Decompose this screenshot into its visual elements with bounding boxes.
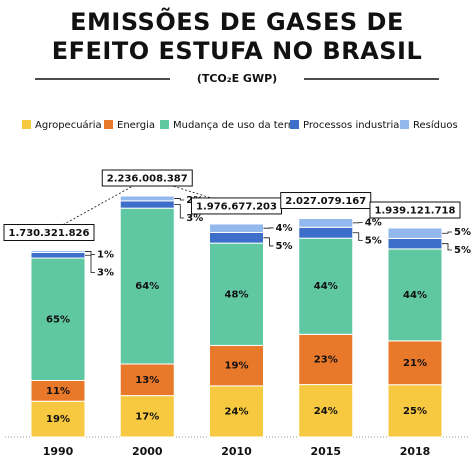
label-leader [263, 237, 274, 247]
legend-label: Resíduos [413, 119, 458, 131]
label-leader [352, 232, 363, 241]
bar-segment [387, 248, 443, 342]
legend-label: Energia [117, 120, 155, 131]
segment-label: 5% [365, 236, 382, 247]
label-leader [442, 231, 452, 234]
segment-label: 64% [135, 281, 159, 292]
legend-label: Mudança de uso da terra [173, 120, 298, 131]
bar-segment [30, 250, 86, 253]
segment-label: 5% [454, 245, 471, 256]
segment-label: 4% [365, 218, 382, 229]
bar-segment [298, 218, 354, 228]
segment-label: 25% [403, 406, 427, 417]
bar-segment [119, 200, 175, 209]
label-leader [442, 243, 452, 251]
bar-segment [119, 207, 175, 365]
total-label: 1.939.121.718 [375, 205, 456, 216]
legend-swatch [290, 120, 299, 129]
bar-segment [387, 384, 443, 438]
segment-label: 17% [135, 411, 159, 422]
label-leader [85, 251, 95, 255]
bar-segment [298, 384, 354, 438]
bar-segment [387, 237, 443, 250]
bar-segment [298, 333, 354, 386]
legend-swatch [22, 120, 31, 129]
total-label: 2.027.079.167 [285, 196, 366, 207]
legend-label: Processos industriais [303, 120, 407, 131]
bar-segment [30, 251, 86, 259]
bar-segment [298, 237, 354, 335]
subtitle: (TCO₂E GWP) [197, 72, 277, 85]
segment-label: 19% [225, 361, 249, 372]
bar-segment [387, 227, 443, 239]
segment-label: 24% [225, 406, 249, 417]
bar-segment [209, 344, 264, 387]
segment-label: 11% [46, 386, 70, 397]
x-tick-label: 2010 [221, 445, 252, 458]
segment-label: 3% [186, 213, 203, 224]
total-box [101, 169, 193, 187]
bar-segment [209, 385, 264, 438]
bar-segment [30, 257, 86, 381]
segment-label: 44% [403, 290, 427, 301]
segment-label: 3% [97, 268, 114, 279]
label-leader [85, 254, 95, 273]
legend-swatch [160, 120, 169, 129]
total-box [280, 192, 372, 210]
x-tick-label: 1990 [43, 445, 74, 458]
x-tick-label: 2015 [310, 445, 341, 458]
legend-swatch [104, 120, 113, 129]
total-box [3, 224, 95, 242]
bar-segment [119, 195, 175, 202]
segment-label: 5% [454, 227, 471, 238]
total-label: 1.976.677.203 [196, 201, 277, 212]
x-tick-label: 2018 [400, 445, 431, 458]
legend-label: Agropecuária [35, 119, 102, 131]
total-label: 2.236.008.387 [107, 174, 188, 185]
segment-label: 4% [276, 223, 293, 234]
total-label: 1.730.321.826 [9, 228, 90, 239]
legend-swatch [400, 120, 409, 129]
segment-label: 21% [403, 358, 427, 369]
segment-label: 65% [46, 314, 70, 325]
chart-title: EMISSÕES DE GASES DE EFEITO ESTUFA NO BR… [51, 8, 423, 65]
segment-label: 44% [314, 281, 338, 292]
total-box [369, 201, 461, 219]
segment-label: 48% [225, 289, 249, 300]
segment-label: 5% [276, 241, 293, 252]
bar-segment [119, 395, 175, 438]
bar-segment [298, 226, 354, 239]
segment-label: 19% [46, 414, 70, 425]
bar-segment [209, 231, 264, 244]
segment-label: 1% [97, 250, 114, 261]
bar-segment [209, 242, 264, 346]
segment-label: 13% [135, 375, 159, 386]
segment-label: 23% [314, 354, 338, 365]
segment-label: 24% [314, 406, 338, 417]
bar-segment [209, 223, 264, 233]
x-tick-label: 2000 [132, 445, 163, 458]
label-leader [174, 204, 185, 219]
bar-segment [119, 363, 175, 397]
label-leader [174, 198, 185, 201]
